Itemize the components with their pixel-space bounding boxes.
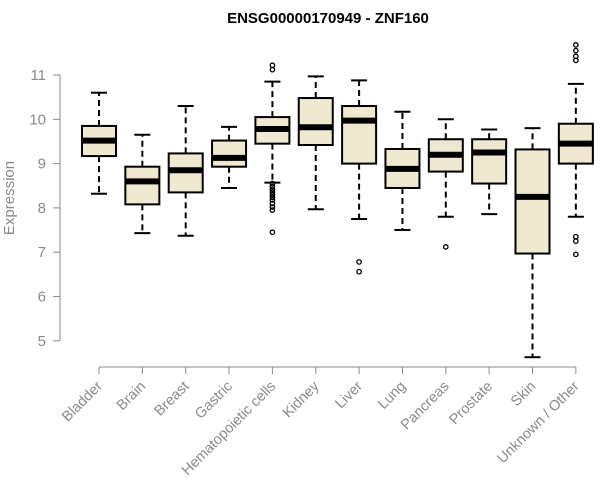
outlier-point bbox=[356, 259, 362, 265]
x-tick-label: Liver bbox=[332, 378, 366, 412]
y-tick-label: 7 bbox=[38, 244, 46, 261]
y-tick-label: 10 bbox=[29, 111, 46, 128]
outlier-point bbox=[269, 183, 276, 190]
box-body bbox=[341, 105, 378, 165]
y-axis-label: Expression bbox=[1, 161, 18, 235]
x-tick-label: Pancreas bbox=[398, 379, 453, 434]
outlier-point bbox=[269, 200, 276, 207]
box-gastric bbox=[211, 125, 248, 189]
box-prostate bbox=[471, 128, 508, 216]
box-body bbox=[514, 148, 551, 255]
box-hematopoietic-cells bbox=[254, 62, 291, 236]
box-breast bbox=[167, 105, 204, 237]
outlier-point bbox=[269, 186, 276, 193]
outlier-point bbox=[572, 251, 579, 258]
y-tick-label: 11 bbox=[30, 67, 46, 84]
outlier-point bbox=[356, 268, 362, 275]
box-skin bbox=[514, 127, 551, 359]
y-tick-label: 9 bbox=[38, 156, 46, 173]
box-body bbox=[297, 97, 334, 146]
outlier-point bbox=[269, 229, 276, 236]
x-tick-label: Bladder bbox=[59, 378, 106, 425]
outlier-point bbox=[442, 244, 449, 250]
outlier-point bbox=[269, 204, 276, 210]
boxes-group bbox=[81, 42, 594, 359]
outlier-point bbox=[269, 194, 276, 201]
box-body bbox=[124, 165, 161, 206]
x-tick-label: Skin bbox=[508, 379, 539, 410]
box-body bbox=[471, 138, 508, 185]
x-tick-label: Lung bbox=[375, 379, 409, 413]
box-liver bbox=[341, 79, 378, 275]
outlier-point bbox=[572, 238, 579, 244]
box-unknown-other bbox=[557, 42, 594, 258]
outlier-point bbox=[269, 62, 276, 69]
y-tick-label: 6 bbox=[38, 289, 46, 306]
outlier-point bbox=[269, 207, 276, 213]
chart-title: ENSG00000170949 - ZNF160 bbox=[227, 10, 429, 27]
box-brain bbox=[124, 133, 161, 235]
y-tick-label: 8 bbox=[38, 200, 46, 217]
x-tick-label: Prostate bbox=[446, 379, 495, 428]
outlier-point bbox=[572, 233, 579, 240]
outlier-point bbox=[269, 189, 276, 195]
box-kidney bbox=[297, 75, 334, 211]
box-lung bbox=[384, 110, 421, 232]
x-tick-label: Breast bbox=[152, 379, 193, 420]
y-tick-label: 5 bbox=[38, 333, 46, 350]
x-tick-label: Unknown / Other bbox=[494, 378, 582, 466]
outlier-point bbox=[269, 66, 276, 73]
box-body bbox=[211, 139, 248, 168]
y-axis: 5 6 7 8 9 10 11 bbox=[29, 67, 61, 350]
outlier-point bbox=[269, 180, 276, 187]
box-bladder bbox=[81, 91, 117, 195]
box-pancreas bbox=[427, 118, 464, 250]
x-tick-label: Kidney bbox=[280, 378, 323, 421]
outlier-point bbox=[269, 191, 276, 198]
outlier-point bbox=[572, 42, 579, 48]
outlier-point bbox=[269, 197, 276, 203]
outlier-point bbox=[572, 57, 579, 64]
outlier-point bbox=[572, 47, 579, 54]
x-tick-label: Brain bbox=[114, 379, 149, 414]
